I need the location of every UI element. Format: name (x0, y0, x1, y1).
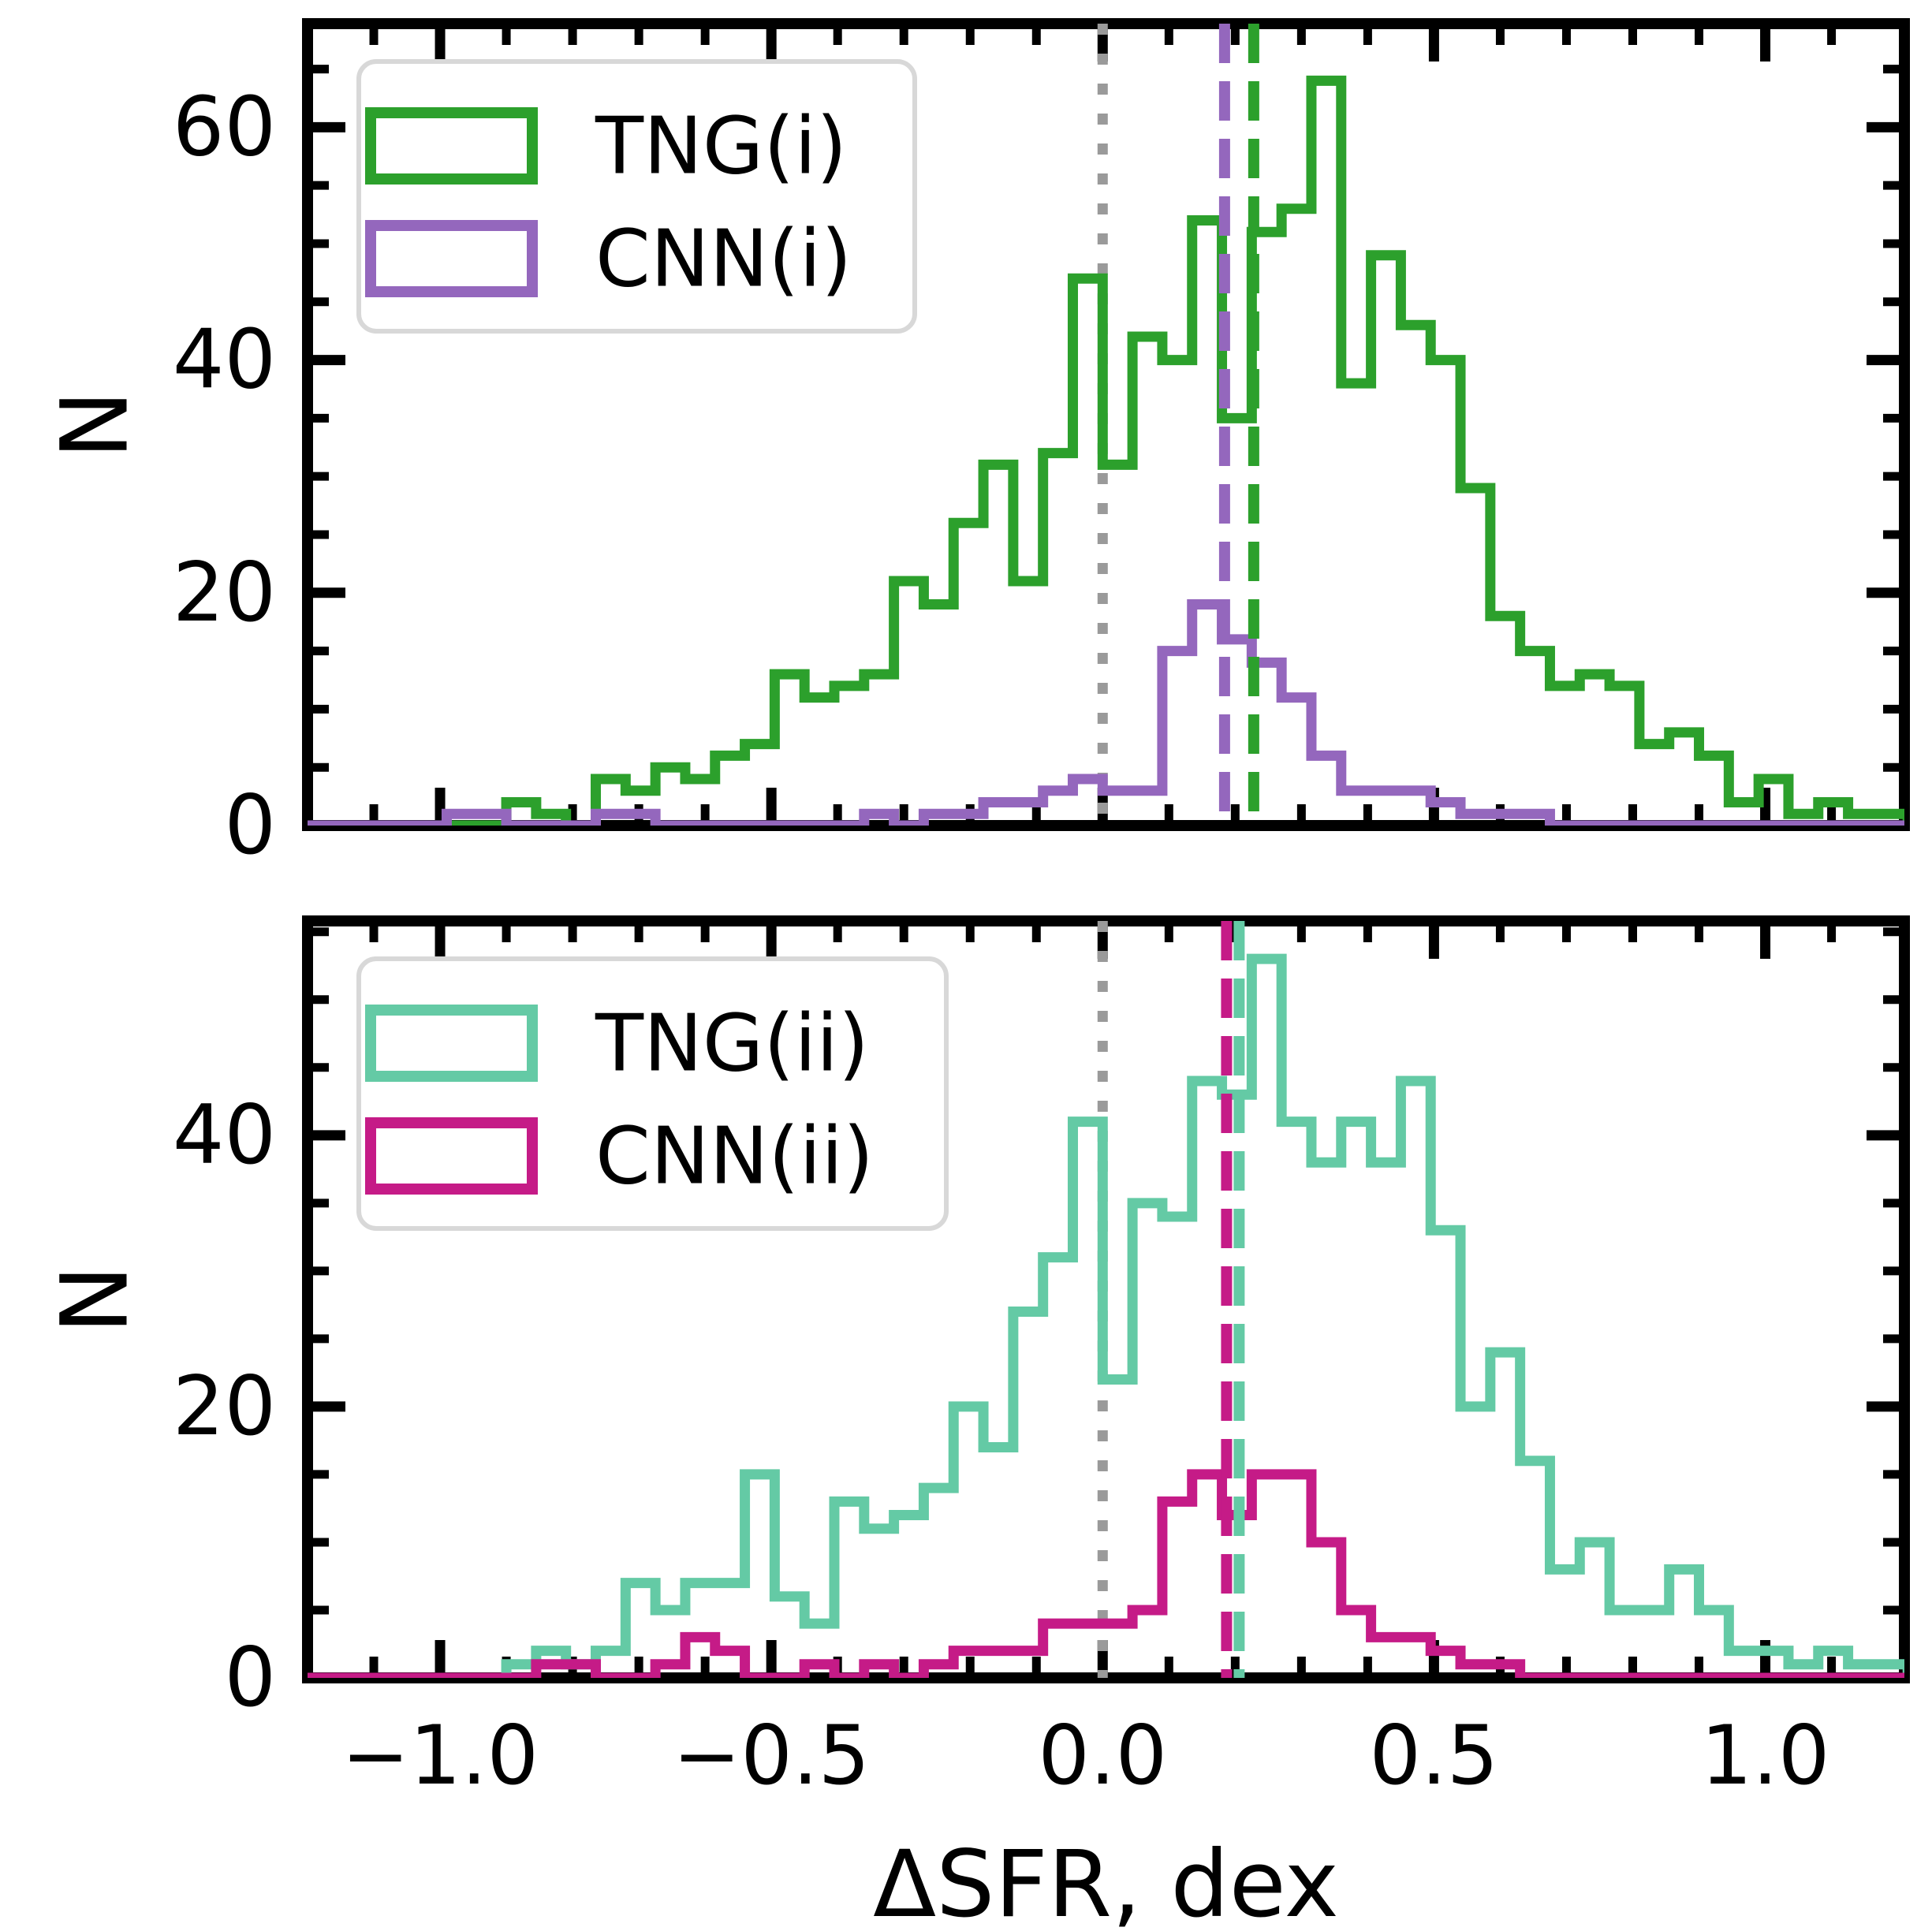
y-axis-label: N (41, 390, 149, 460)
legend-label: TNG(i) (595, 100, 847, 192)
y-axis-label: N (41, 1265, 149, 1334)
x-tick-label: −1.0 (341, 1709, 539, 1803)
legend-label: CNN(i) (595, 213, 852, 305)
histogram-tngii (308, 953, 1904, 1678)
x-tick-label: −0.5 (673, 1709, 870, 1803)
y-tick-label: 20 (173, 546, 276, 640)
histogram-tngi (308, 75, 1904, 826)
y-tick-label: 0 (224, 1631, 276, 1725)
x-tick-label: 0.5 (1370, 1709, 1499, 1803)
y-tick-label: 40 (173, 313, 276, 408)
histogram-cnnii (308, 1469, 1904, 1678)
y-tick-label: 40 (173, 1088, 276, 1183)
x-tick-label: 1.0 (1701, 1709, 1830, 1803)
y-tick-label: 0 (224, 778, 276, 873)
legend-label: CNN(ii) (595, 1110, 874, 1202)
y-tick-label: 60 (173, 80, 276, 174)
y-tick-label: 20 (173, 1359, 276, 1454)
x-tick-label: 0.0 (1038, 1709, 1167, 1803)
legend-swatch-tngi (365, 107, 538, 185)
x-axis-label: ΔSFR, dex (873, 1830, 1339, 1931)
histogram-cnni (308, 599, 1904, 826)
legend-swatch-tngii (365, 1005, 538, 1082)
legend-label: TNG(ii) (595, 997, 869, 1090)
legend-swatch-cnnii (365, 1117, 538, 1195)
legend-swatch-cnni (365, 220, 538, 297)
